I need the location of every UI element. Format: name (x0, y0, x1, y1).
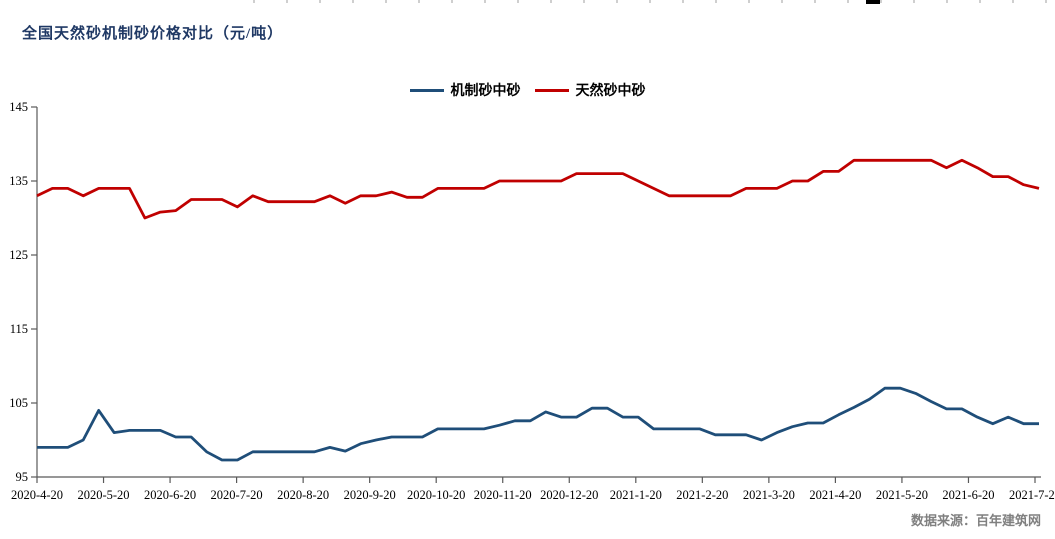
series-line-机制砂中砂 (37, 386, 1039, 462)
x-tick-label: 2020-7-20 (211, 488, 263, 502)
x-tick-label: 2020-10-20 (407, 488, 465, 502)
x-tick-label: 2020-5-20 (77, 488, 129, 502)
x-tick-label: 2021-3-20 (743, 488, 795, 502)
top-crop-artifacts (0, 0, 1055, 6)
data-source-label: 数据来源：百年建筑网 (910, 513, 1041, 528)
y-tick-label: 145 (9, 100, 28, 114)
x-tick-label: 2021-2-20 (676, 488, 728, 502)
chart-title: 全国天然砂机制砂价格对比（元/吨） (22, 26, 284, 42)
x-tick-label: 2021-7-20 (1009, 488, 1055, 502)
legend-label-machine-sand: 机制砂中砂 (450, 82, 521, 98)
y-tick-label: 95 (16, 470, 29, 484)
y-tick-label: 115 (10, 322, 28, 336)
legend-line-swatch-blue (409, 88, 444, 92)
legend-item-natural-sand: 天然砂中砂 (534, 80, 646, 100)
x-tick-label: 2020-12-20 (540, 488, 598, 502)
x-tick-label: 2021-4-20 (809, 488, 861, 502)
y-tick-label: 125 (9, 248, 28, 262)
x-tick-label: 2020-4-20 (11, 488, 63, 502)
x-tick-label: 2021-5-20 (876, 488, 928, 502)
legend-item-machine-sand: 机制砂中砂 (409, 80, 521, 100)
chart-legend: 机制砂中砂 天然砂中砂 (0, 80, 1055, 100)
x-tick-label: 2021-6-20 (942, 488, 994, 502)
x-tick-label: 2021-1-20 (610, 488, 662, 502)
x-tick-label: 2020-11-20 (474, 488, 532, 502)
series-line-天然砂中砂 (36, 158, 1040, 220)
x-tick-label: 2020-8-20 (277, 488, 329, 502)
y-tick-label: 105 (9, 396, 28, 410)
y-tick-label: 135 (9, 174, 28, 188)
x-tick-label: 2020-6-20 (144, 488, 196, 502)
x-tick-label: 2020-9-20 (344, 488, 396, 502)
legend-label-natural-sand: 天然砂中砂 (575, 82, 646, 98)
legend-line-swatch-red (534, 88, 569, 92)
